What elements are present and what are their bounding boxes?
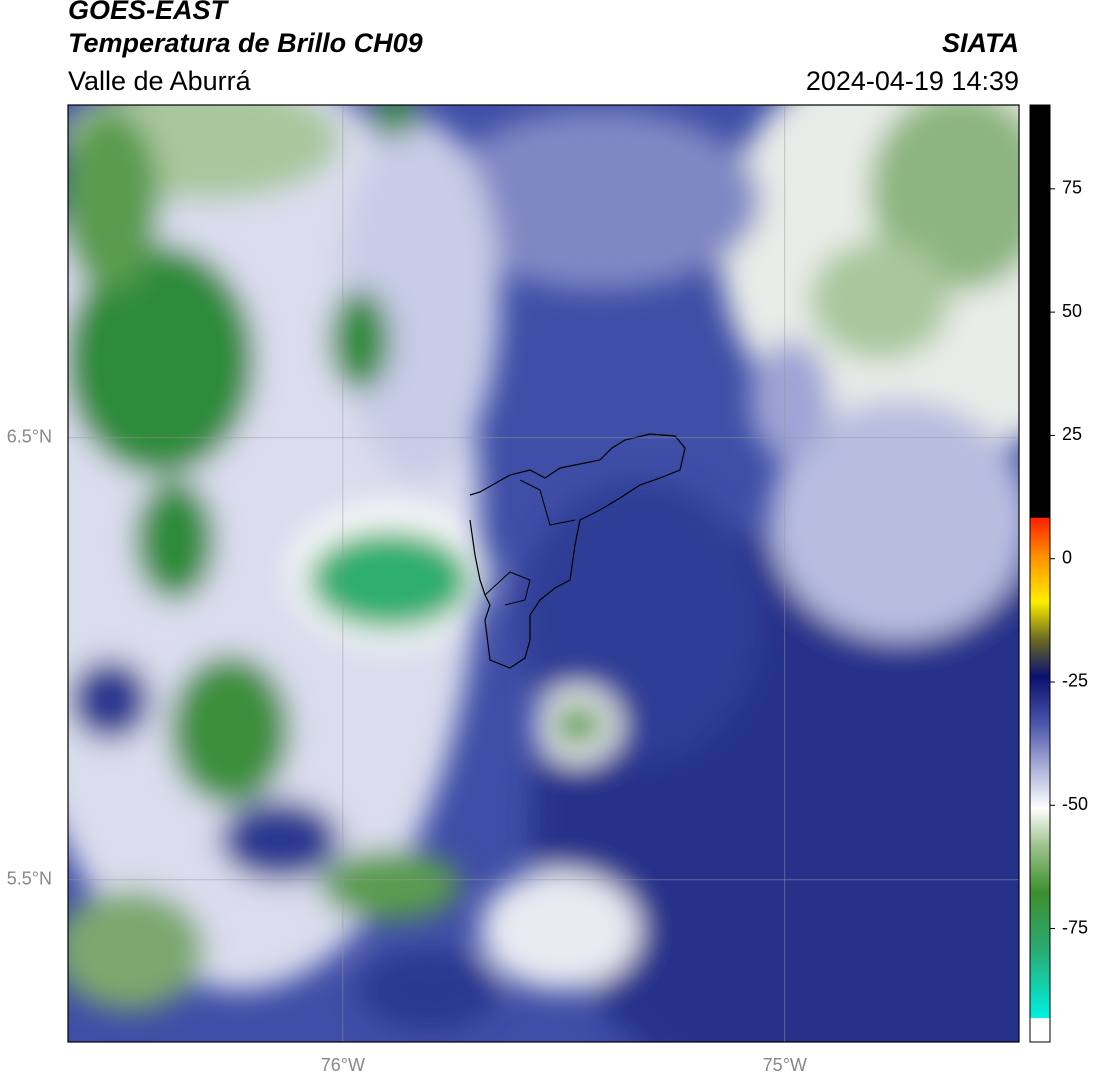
- source: SIATA: [942, 28, 1019, 58]
- colorbar-tick-label: 25: [1062, 424, 1082, 444]
- colorbar: [1029, 104, 1051, 1043]
- municipal-boundaries: [519, 479, 576, 526]
- region: Valle de Aburrá: [68, 66, 252, 96]
- colorbar-tick-label: 50: [1062, 301, 1082, 321]
- lat-label: 6.5°N: [7, 427, 52, 447]
- lon-label: 76°W: [321, 1055, 365, 1075]
- colorbar-tick-label: -25: [1062, 671, 1088, 691]
- subtitle: Temperatura de Brillo CH09: [68, 28, 423, 58]
- colorbar-tick-label: 75: [1062, 178, 1082, 198]
- municipal-boundaries: [484, 571, 531, 606]
- lat-label: 5.5°N: [7, 869, 52, 889]
- lon-label: 75°W: [763, 1055, 807, 1075]
- datetime: 2024-04-19 14:39: [806, 66, 1019, 96]
- map-frame: [67, 104, 1020, 1043]
- colorbar-tick-label: -75: [1062, 917, 1088, 937]
- graticule: [68, 105, 1019, 1042]
- colorbar-tick-label: 0: [1062, 547, 1072, 567]
- satellite-field: [68, 105, 1019, 1042]
- colorbar-tick-label: -50: [1062, 794, 1088, 814]
- municipal-boundaries: [469, 433, 686, 669]
- title: GOES-EAST: [68, 0, 230, 25]
